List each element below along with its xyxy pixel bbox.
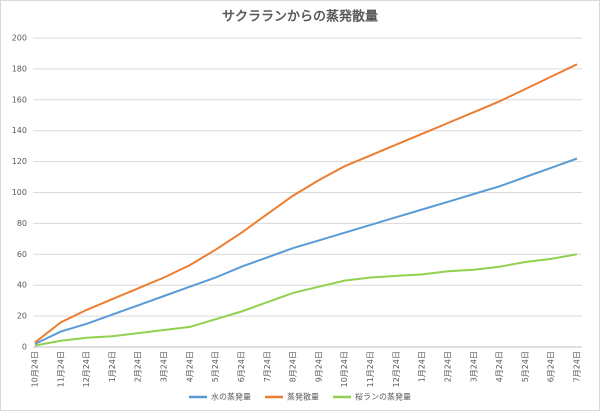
x-tick-label: 1月24日: [108, 351, 117, 382]
series-line: [34, 253, 578, 347]
y-tick-label: 200: [12, 34, 27, 43]
x-tick-label: 4月24日: [495, 351, 504, 382]
y-tick-label: 160: [12, 95, 27, 104]
y-tick-label: 0: [22, 343, 27, 352]
x-tick-label: 4月24日: [185, 351, 194, 382]
legend-label: 水の蒸発量: [211, 392, 251, 402]
x-tick-label: 12月24日: [82, 351, 91, 387]
x-tick-label: 2月24日: [443, 351, 452, 382]
x-tick-label: 12月24日: [392, 351, 401, 387]
y-tick-label: 80: [17, 219, 27, 228]
x-tick-label: 1月24日: [418, 351, 427, 382]
x-tick-label: 5月24日: [521, 351, 530, 382]
x-tick-label: 9月24日: [314, 351, 323, 382]
y-tick-label: 140: [12, 126, 27, 135]
x-tick-label: 11月24日: [56, 351, 65, 387]
legend-label: 桜ランの蒸発量: [355, 392, 411, 402]
x-tick-label: 6月24日: [547, 351, 556, 382]
x-tick-label: 5月24日: [211, 351, 220, 382]
y-tick-label: 120: [12, 157, 27, 166]
series-line: [34, 157, 578, 345]
chart-title: サクラランからの蒸発散量: [222, 9, 378, 25]
y-tick-label: 180: [12, 64, 27, 73]
y-tick-label: 40: [17, 281, 27, 290]
y-tick-label: 60: [17, 250, 27, 259]
x-tick-label: 2月24日: [134, 351, 143, 382]
y-tick-label: 100: [12, 188, 27, 197]
legend-label: 蒸発散量: [287, 392, 319, 402]
x-tick-label: 3月24日: [160, 351, 169, 382]
y-tick-label: 20: [17, 312, 27, 321]
x-tick-label: 6月24日: [237, 351, 246, 382]
x-tick-label: 10月24日: [340, 351, 349, 387]
x-tick-label: 3月24日: [469, 351, 478, 382]
x-tick-label: 7月24日: [573, 351, 582, 382]
series-line: [34, 63, 578, 344]
x-tick-label: 11月24日: [366, 351, 375, 387]
x-tick-label: 10月24日: [31, 351, 40, 387]
x-tick-label: 8月24日: [289, 351, 298, 382]
x-tick-label: 7月24日: [263, 351, 272, 382]
